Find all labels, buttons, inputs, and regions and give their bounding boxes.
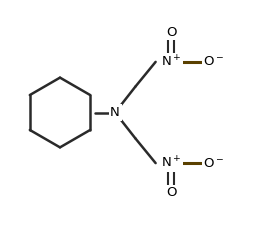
Text: N: N [110, 106, 120, 119]
Text: N$^+$: N$^+$ [161, 155, 181, 171]
Text: O$^-$: O$^-$ [202, 55, 223, 68]
Text: O$^-$: O$^-$ [202, 157, 223, 170]
Text: O: O [165, 26, 176, 39]
Text: O: O [165, 186, 176, 199]
Text: N$^+$: N$^+$ [161, 54, 181, 70]
